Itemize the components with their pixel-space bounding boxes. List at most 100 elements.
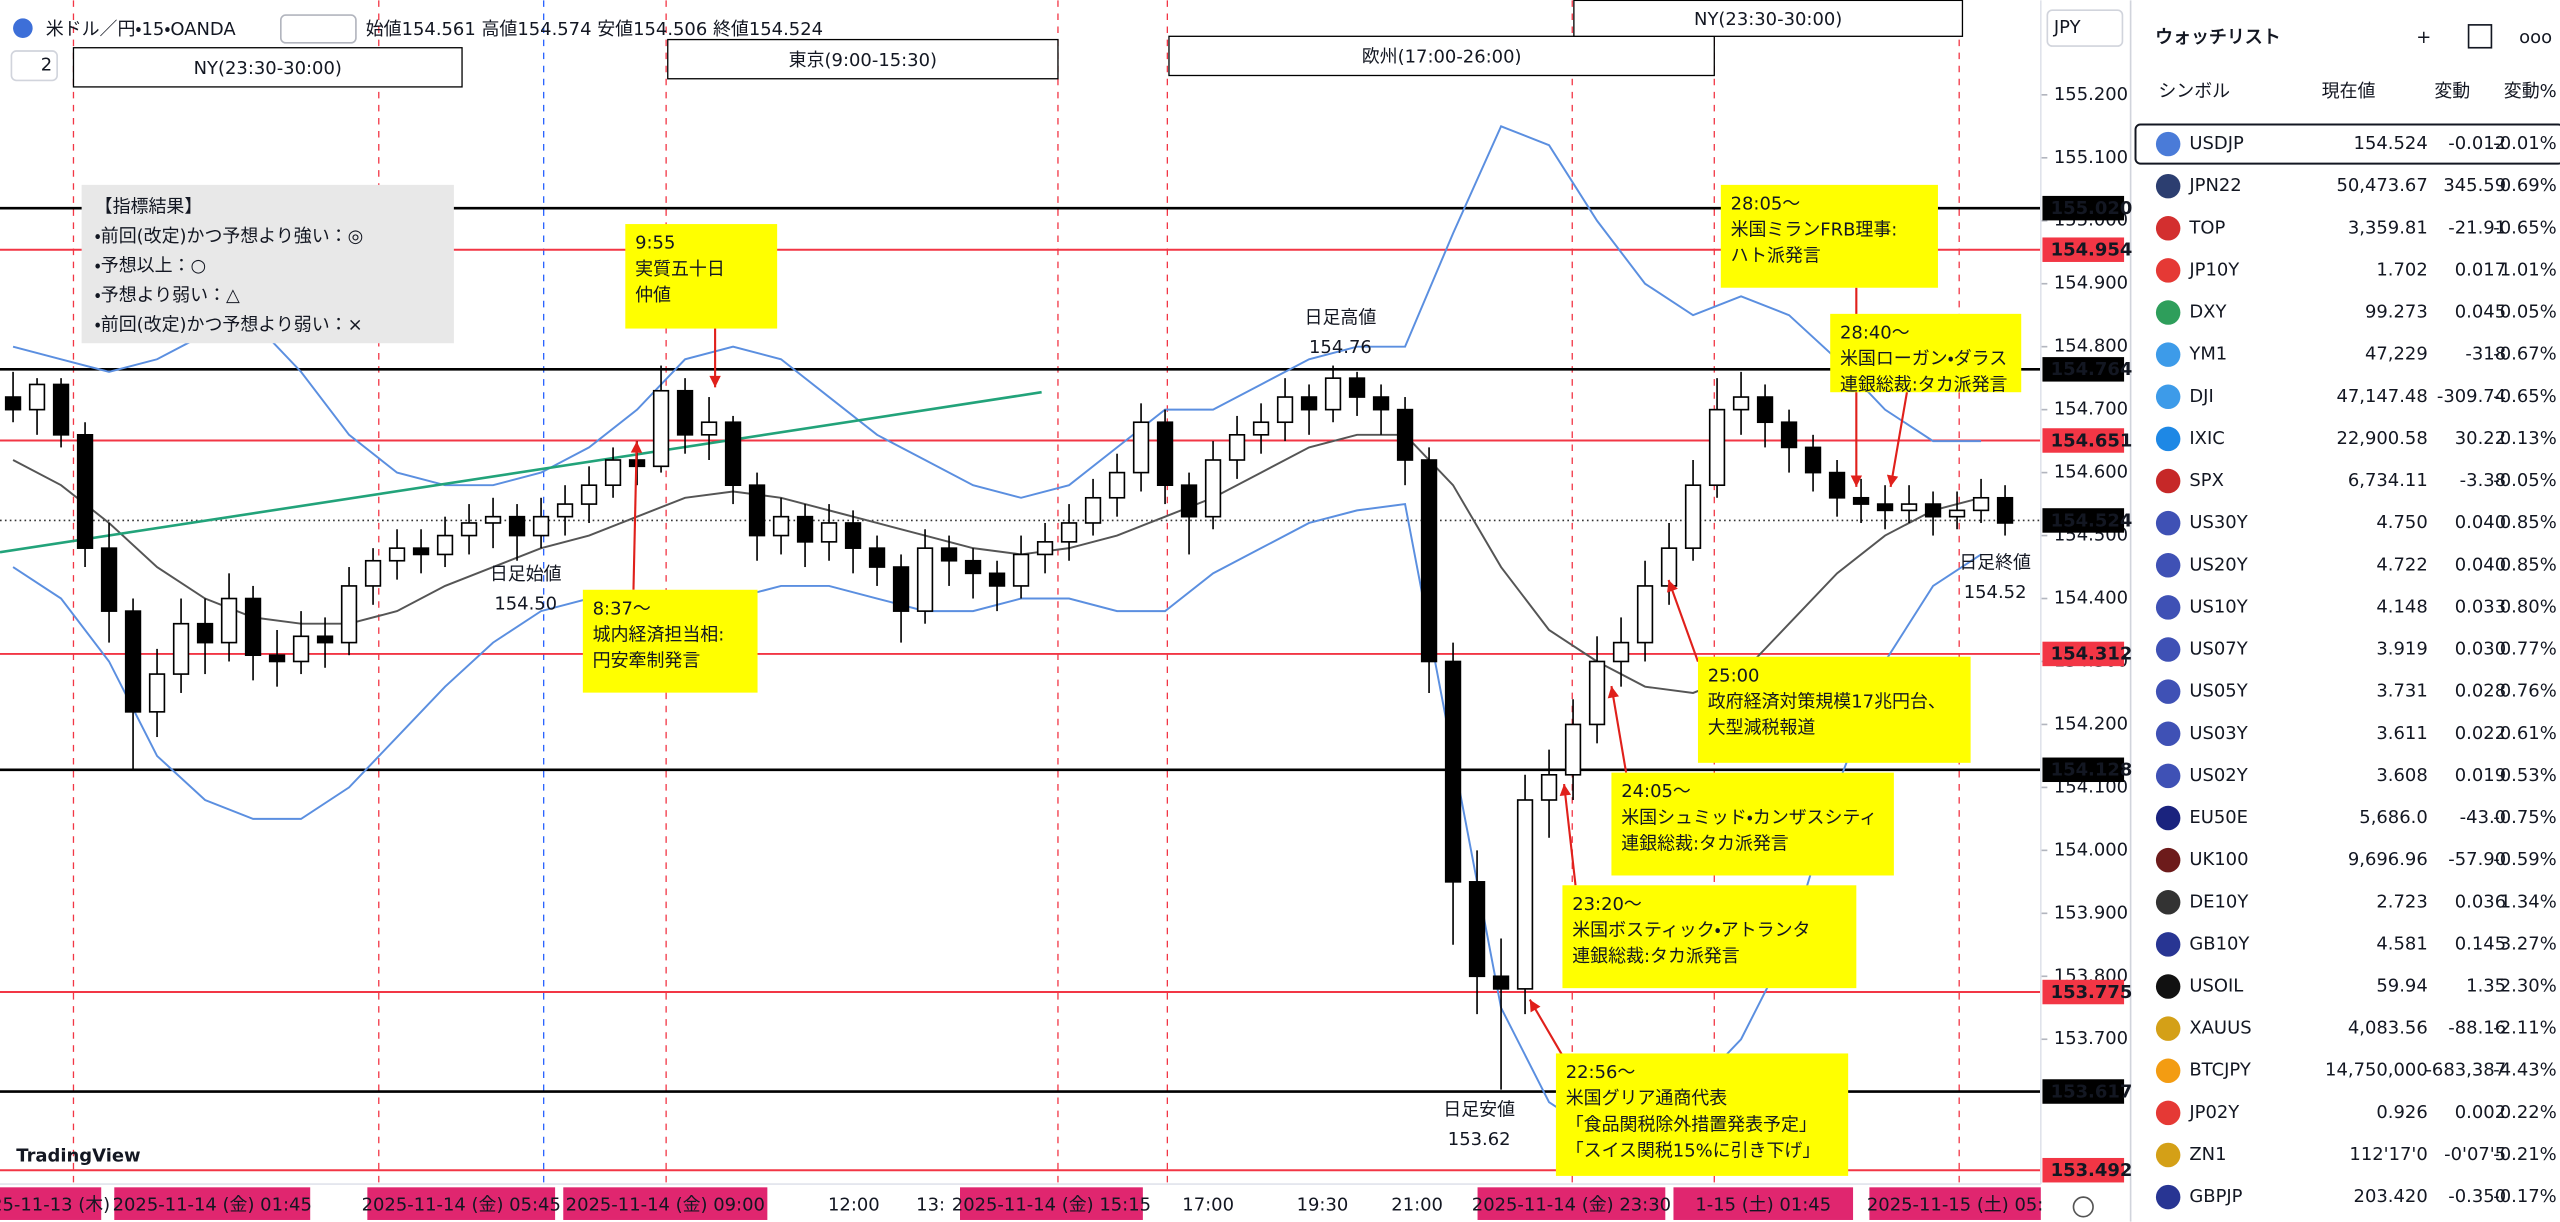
symbol[interactable]: US03Y xyxy=(2189,723,2247,744)
symbol[interactable]: IXIC xyxy=(2189,428,2224,449)
change-percent: 2.30% xyxy=(2500,976,2557,997)
symbol[interactable]: ZN1 xyxy=(2189,1144,2226,1165)
symbol[interactable]: US20Y xyxy=(2189,554,2247,575)
candle-body xyxy=(1252,421,1270,436)
symbol[interactable]: SPX xyxy=(2189,470,2224,491)
change-percent: 1.34% xyxy=(2500,891,2557,912)
level-label: 155.020 xyxy=(2051,198,2133,219)
price: 0.926 xyxy=(2376,1102,2427,1123)
day-label-value: 154.50 xyxy=(494,593,557,614)
annotation-text: ハト派発言 xyxy=(1731,246,1821,267)
current-price-bg xyxy=(2042,508,2125,533)
symbol-badge xyxy=(2155,468,2181,494)
change: 0.030 xyxy=(2455,639,2506,660)
symbol-icon[interactable] xyxy=(13,18,33,38)
symbol[interactable]: XAUUS xyxy=(2189,1018,2251,1039)
time-label: 2025-11-14 (金) 09:00 xyxy=(566,1194,765,1215)
day-label-title: 日足終値 xyxy=(1959,553,2031,574)
symbol[interactable]: UK100 xyxy=(2189,849,2248,870)
annotation-text: 25:00 xyxy=(1708,665,1760,686)
change: -57.90 xyxy=(2448,849,2506,870)
symbol[interactable]: US07Y xyxy=(2189,639,2247,660)
symbol[interactable]: US02Y xyxy=(2189,765,2247,786)
price: 47,147.48 xyxy=(2336,386,2427,407)
symbol[interactable]: JP10Y xyxy=(2188,259,2239,280)
level-label-bg xyxy=(2042,979,2125,1005)
price: 4.148 xyxy=(2376,596,2427,617)
candle-body xyxy=(1636,585,1654,644)
indicator-count[interactable]: 2 xyxy=(41,55,52,76)
candle-body xyxy=(1588,660,1606,726)
symbol[interactable]: GBPJP xyxy=(2189,1186,2242,1207)
column-header[interactable]: シンボル xyxy=(2158,81,2230,102)
symbol-badge xyxy=(2155,932,2181,957)
change-percent: 1.01% xyxy=(2500,259,2557,280)
level-label-bg xyxy=(2042,357,2125,382)
compare-button[interactable] xyxy=(280,14,357,44)
add-symbol-icon[interactable]: + xyxy=(2416,27,2431,48)
change-percent: 0.85% xyxy=(2500,512,2557,533)
annotation-text: 28:05〜 xyxy=(1731,193,1801,214)
symbol-title[interactable]: 米ドル／円・15・OANDA xyxy=(46,19,237,40)
price: 22,900.58 xyxy=(2336,428,2427,449)
symbol[interactable]: TOP xyxy=(2188,217,2225,238)
symbol[interactable]: US05Y xyxy=(2189,681,2247,702)
level-label: 154.128 xyxy=(2051,760,2133,781)
settings-icon[interactable] xyxy=(2072,1196,2094,1218)
symbol[interactable]: YM1 xyxy=(2188,344,2227,365)
change: 0.028 xyxy=(2455,681,2506,702)
watchlist-title[interactable]: ウォッチリスト xyxy=(2155,27,2281,48)
change: -683,387 xyxy=(2425,1060,2506,1081)
price: 154.524 xyxy=(2354,133,2428,154)
candle-body xyxy=(916,547,934,612)
annotation-arrow xyxy=(1889,392,1908,488)
info-line: ・予想以上：○ xyxy=(95,256,206,277)
symbol[interactable]: EU50E xyxy=(2189,807,2248,828)
candle-body xyxy=(1348,377,1366,398)
candle-body xyxy=(1612,641,1630,663)
time-label: 2025-11-15 (土) 05: xyxy=(1867,1194,2043,1215)
symbol-badge xyxy=(2155,974,2181,999)
symbol-badge xyxy=(2155,890,2181,915)
symbol-badge xyxy=(2155,300,2181,325)
column-header[interactable]: 変動% xyxy=(2504,81,2557,102)
candle-body xyxy=(844,522,862,549)
indicator-toggle[interactable] xyxy=(10,50,58,82)
change-percent: 0.22% xyxy=(2500,1102,2557,1123)
layout-icon[interactable] xyxy=(2467,24,2493,49)
change-percent: -0.75% xyxy=(2493,807,2556,828)
candle-body xyxy=(556,503,574,518)
selected-row[interactable] xyxy=(2134,123,2560,165)
more-icon[interactable]: ooo xyxy=(2519,27,2552,48)
time-label-highlight xyxy=(0,1187,102,1220)
symbol-badge xyxy=(2155,595,2181,620)
symbol[interactable]: DXY xyxy=(2189,302,2226,323)
symbol[interactable]: DJI xyxy=(2189,386,2213,407)
currency-label[interactable]: JPY xyxy=(2053,17,2081,38)
symbol[interactable]: USOIL xyxy=(2189,976,2243,997)
currency-button[interactable] xyxy=(2046,9,2124,47)
annotation-text: 米国シュミッド・カンザスシティ xyxy=(1621,807,1877,828)
change: -43.0 xyxy=(2460,807,2506,828)
symbol[interactable]: JPN22 xyxy=(2188,175,2241,196)
symbol-badge xyxy=(2155,384,2181,410)
symbol[interactable]: US30Y xyxy=(2189,512,2247,533)
symbol[interactable]: GB10Y xyxy=(2189,933,2249,954)
candle-body xyxy=(436,534,454,556)
candle-body xyxy=(724,421,742,487)
change-percent: 0.61% xyxy=(2500,723,2557,744)
symbol[interactable]: US10Y xyxy=(2189,596,2247,617)
y-tick-label: 154.800 xyxy=(2054,336,2128,357)
change: 30.22 xyxy=(2455,428,2506,449)
price: 6,734.11 xyxy=(2348,470,2428,491)
symbol-badge xyxy=(2155,216,2181,241)
symbol[interactable]: DE10Y xyxy=(2189,891,2248,912)
change: -3.38 xyxy=(2460,470,2506,491)
symbol[interactable]: BTCJPY xyxy=(2189,1060,2250,1081)
symbol[interactable]: USDJP xyxy=(2189,133,2244,154)
column-header[interactable]: 現在値 xyxy=(2322,81,2376,102)
candle-body xyxy=(1900,503,1918,512)
symbol[interactable]: JP02Y xyxy=(2188,1102,2239,1123)
column-header[interactable]: 変動 xyxy=(2434,81,2470,102)
